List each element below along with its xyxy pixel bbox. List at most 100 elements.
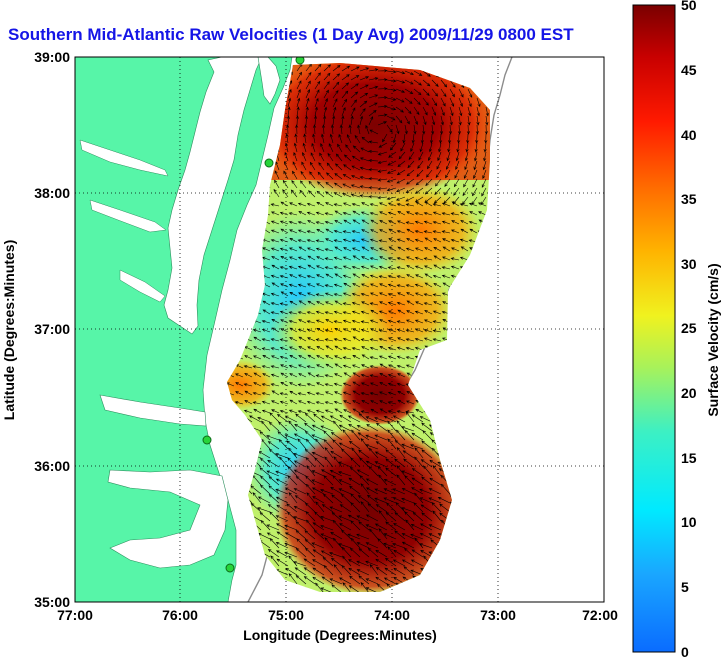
velocity-vector xyxy=(315,338,325,342)
velocity-vector xyxy=(388,228,397,234)
velocity-vector xyxy=(311,487,325,495)
velocity-vector xyxy=(330,487,343,495)
velocity-vector xyxy=(302,142,307,153)
velocity-vector xyxy=(338,471,352,477)
velocity-vector xyxy=(396,346,406,351)
velocity-vector xyxy=(369,365,379,369)
velocity-vector xyxy=(428,533,442,540)
velocity-vector xyxy=(387,301,397,306)
velocity-vector xyxy=(404,97,413,104)
velocity-vector xyxy=(293,488,307,495)
velocity-vector xyxy=(306,465,316,477)
velocity-vector xyxy=(464,160,469,171)
velocity-vector xyxy=(369,564,379,576)
velocity-vector xyxy=(414,196,424,203)
velocity-vector xyxy=(321,504,334,513)
velocity-vector xyxy=(401,541,415,549)
velocity-vector xyxy=(270,239,280,243)
velocity-vector xyxy=(483,151,487,162)
velocity-vector xyxy=(419,142,424,153)
velocity-vector xyxy=(324,257,334,261)
velocity-vector xyxy=(360,438,370,450)
velocity-vector xyxy=(361,202,370,207)
velocity-vector xyxy=(284,415,298,423)
velocity-vector xyxy=(316,256,325,261)
velocity-vector xyxy=(296,80,302,90)
velocity-vector xyxy=(414,247,424,252)
velocity-vector xyxy=(396,284,406,288)
velocity-vector xyxy=(327,152,334,162)
velocity-vector xyxy=(422,430,433,441)
velocity-vector xyxy=(386,124,393,133)
velocity-vector xyxy=(405,247,415,252)
velocity-vector xyxy=(423,329,433,333)
velocity-vector xyxy=(294,133,298,144)
velocity-vector xyxy=(334,210,343,216)
velocity-vector xyxy=(324,329,334,333)
velocity-vector xyxy=(351,155,361,162)
velocity-vector xyxy=(366,424,379,432)
velocity-vector xyxy=(306,409,316,414)
velocity-vector xyxy=(360,483,370,495)
velocity-vector xyxy=(330,124,335,135)
velocity-vector xyxy=(433,196,442,204)
river-inlet-1 xyxy=(79,139,169,177)
velocity-vector xyxy=(352,390,361,396)
velocity-vector xyxy=(295,530,307,540)
velocity-vector xyxy=(402,133,406,144)
velocity-vector xyxy=(348,440,361,450)
velocity-vector xyxy=(341,565,352,576)
velocity-vector xyxy=(423,212,433,216)
velocity-vector xyxy=(465,142,469,153)
velocity-vector xyxy=(379,301,388,306)
velocity-vector xyxy=(315,374,325,378)
velocity-vector xyxy=(360,283,370,288)
velocity-vector xyxy=(379,211,388,216)
velocity-vector xyxy=(333,203,343,207)
velocity-vector xyxy=(447,142,451,153)
velocity-vector xyxy=(270,229,280,234)
y-tick-label: 36:00 xyxy=(34,458,70,474)
velocity-vector xyxy=(360,338,370,342)
velocity-vector xyxy=(314,63,322,72)
velocity-vector xyxy=(298,373,307,378)
velocity-vector xyxy=(260,519,271,531)
velocity-vector xyxy=(379,229,388,234)
velocity-vector xyxy=(368,116,374,126)
velocity-vector xyxy=(369,203,379,207)
velocity-vector xyxy=(458,97,463,107)
velocity-vector xyxy=(423,302,433,306)
velocity-vector xyxy=(293,452,307,459)
velocity-vector xyxy=(428,151,433,161)
velocity-vector xyxy=(276,413,289,423)
velocity-vector xyxy=(432,510,442,522)
velocity-vector xyxy=(370,408,379,414)
velocity-vector xyxy=(347,514,361,522)
velocity-vector xyxy=(448,124,453,135)
velocity-vector xyxy=(329,578,343,585)
velocity-vector xyxy=(441,266,451,270)
velocity-vector xyxy=(276,558,289,567)
velocity-vector xyxy=(307,337,316,342)
velocity-vector xyxy=(329,470,343,477)
velocity-vector xyxy=(385,511,397,522)
velocity-vector xyxy=(288,220,298,225)
velocity-vector xyxy=(466,124,470,135)
velocity-vector xyxy=(320,550,334,558)
velocity-vector xyxy=(282,189,289,198)
velocity-vector xyxy=(315,265,325,270)
velocity-vector xyxy=(431,79,439,88)
velocity-vector xyxy=(387,346,397,351)
velocity-vector xyxy=(432,329,442,333)
velocity-vector xyxy=(392,415,406,423)
velocity-vector xyxy=(257,496,271,504)
velocity-vector xyxy=(289,237,298,243)
x-tick-label: 73:00 xyxy=(480,607,516,623)
velocity-vector xyxy=(323,106,328,117)
velocity-vector xyxy=(468,202,478,207)
velocity-vector xyxy=(342,347,352,351)
velocity-vector xyxy=(289,291,298,297)
velocity-vector xyxy=(289,337,298,342)
velocity-vector xyxy=(351,203,361,207)
velocity-vector xyxy=(338,461,352,468)
